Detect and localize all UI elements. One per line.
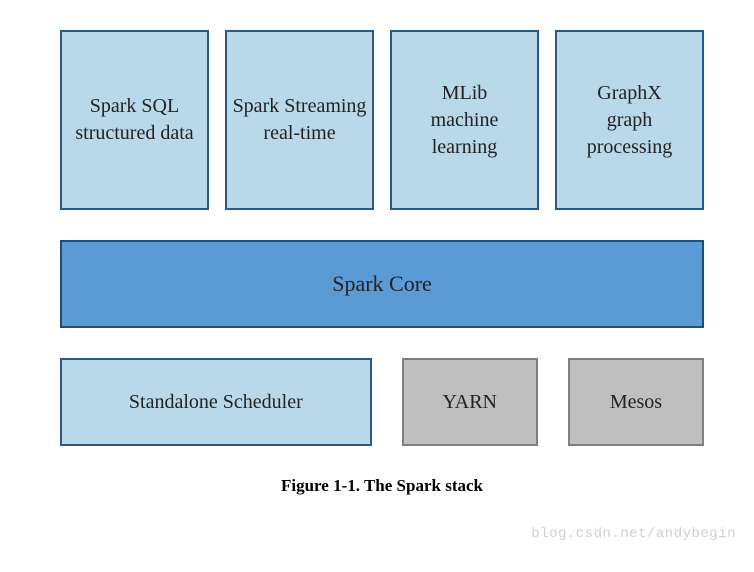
top-layer-row: Spark SQL structured data Spark Streamin… <box>60 30 704 210</box>
box-spark-core: Spark Core <box>60 240 704 328</box>
box-line: structured data <box>75 120 193 147</box>
box-line: machine <box>431 107 499 134</box>
figure-caption: Figure 1-1. The Spark stack <box>60 476 704 496</box>
box-yarn: YARN <box>402 358 538 446</box>
box-label: Standalone Scheduler <box>129 389 303 416</box>
box-line: MLib <box>442 80 488 107</box>
box-line: GraphX <box>597 80 661 107</box>
box-line: graph <box>607 107 653 134</box>
box-line: Spark Streaming <box>233 93 367 120</box>
box-label: Mesos <box>610 389 662 416</box>
box-line: learning <box>432 134 498 161</box>
box-graphx: GraphX graph processing <box>555 30 704 210</box>
box-spark-sql: Spark SQL structured data <box>60 30 209 210</box>
box-label: Spark Core <box>332 269 432 299</box>
box-line: processing <box>587 134 673 161</box>
scheduler-layer-row: Standalone Scheduler YARN Mesos <box>60 358 704 446</box>
box-mesos: Mesos <box>568 358 704 446</box>
box-line: Spark SQL <box>90 93 179 120</box>
box-mlib: MLib machine learning <box>390 30 539 210</box>
watermark-text: blog.csdn.net/andybegin <box>531 526 736 542</box>
box-label: YARN <box>443 389 497 416</box>
spark-stack-diagram: Spark SQL structured data Spark Streamin… <box>0 0 754 506</box>
box-line: real-time <box>263 120 335 147</box>
box-standalone-scheduler: Standalone Scheduler <box>60 358 372 446</box>
box-spark-streaming: Spark Streaming real-time <box>225 30 374 210</box>
core-layer-row: Spark Core <box>60 240 704 328</box>
